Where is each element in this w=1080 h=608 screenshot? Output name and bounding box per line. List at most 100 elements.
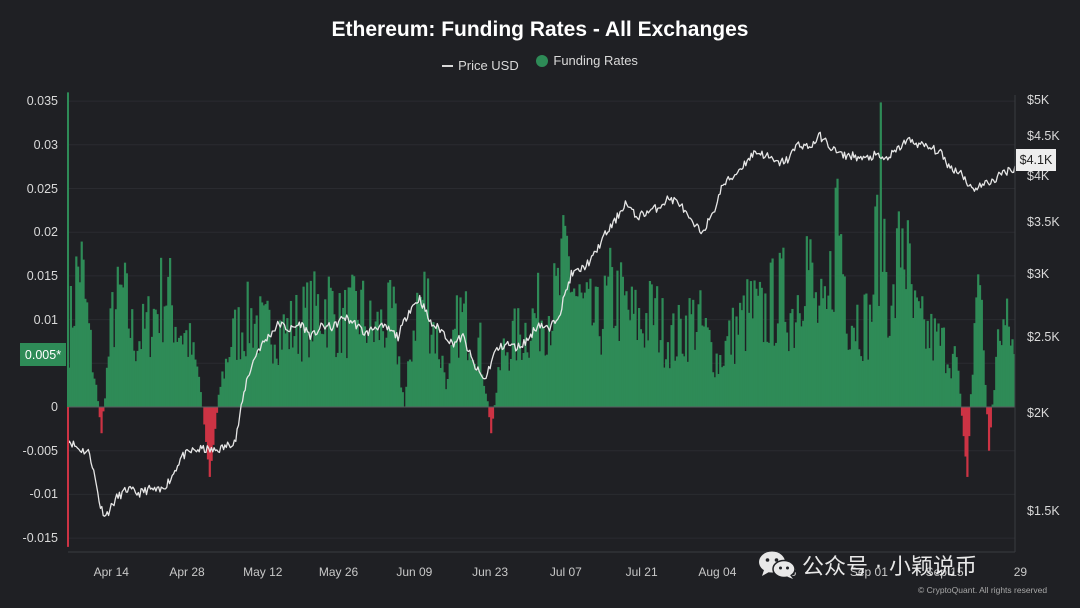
left-axis-tick-label: -0.015: [22, 531, 58, 546]
funding-bar: [825, 309, 828, 407]
funding-bar: [729, 354, 733, 407]
funding-bar: [448, 363, 451, 407]
left-axis-tick-label: 0.015: [26, 268, 58, 283]
funding-bar: [641, 333, 644, 407]
watermark: 公众号 · 小颖说币: [758, 548, 977, 582]
funding-bar: [365, 342, 368, 407]
funding-bar: [387, 282, 390, 407]
funding-bar: [77, 266, 80, 407]
funding-bar: [158, 333, 161, 407]
funding-bar: [342, 307, 345, 407]
funding-bar: [315, 305, 318, 407]
funding-bar: [672, 313, 675, 407]
funding-bar: [787, 351, 790, 407]
funding-bar: [259, 296, 262, 407]
funding-bar: [892, 284, 895, 407]
credit-text: © CryptoQuant. All rights reserved: [918, 585, 1048, 595]
funding-bar: [125, 273, 128, 407]
funding-bar: [863, 294, 866, 407]
funding-bar: [968, 407, 971, 437]
funding-bar: [971, 374, 974, 407]
funding-bar: [284, 333, 287, 407]
funding-bar: [605, 285, 608, 407]
funding-bar: [881, 271, 884, 407]
funding-bar: [513, 308, 516, 407]
funding-bar: [257, 353, 260, 407]
funding-bar: [652, 325, 655, 407]
funding-bar: [226, 362, 229, 407]
funding-bar: [663, 367, 666, 407]
funding-bar: [973, 323, 976, 407]
price-line: [67, 131, 1016, 517]
left-axis-tick-label: 0.035: [26, 94, 58, 109]
funding-bar: [430, 334, 433, 407]
funding-bar: [320, 333, 323, 407]
funding-bar: [957, 370, 960, 407]
funding-bar: [627, 309, 630, 407]
funding-bar: [814, 292, 817, 407]
funding-bar: [253, 323, 256, 407]
funding-bar: [573, 288, 576, 407]
funding-bar: [722, 365, 725, 407]
funding-bar: [98, 407, 101, 418]
funding-bar: [688, 298, 691, 407]
funding-bar: [650, 284, 653, 407]
funding-bar: [472, 360, 475, 407]
legend-item-funding[interactable]: Funding Rates: [536, 53, 638, 68]
funding-bar: [273, 344, 276, 407]
left-axis-tick-label: 0: [51, 400, 58, 414]
funding-bar: [950, 378, 953, 407]
funding-bar: [874, 206, 877, 407]
funding-bar: [567, 256, 570, 407]
left-axis-tick-label: 0.025: [26, 181, 58, 196]
funding-bar: [270, 344, 273, 407]
funding-bar: [648, 280, 652, 407]
funding-bar: [187, 356, 190, 407]
funding-bar: [708, 329, 711, 407]
funding-bar: [527, 357, 531, 407]
funding-bar: [517, 308, 520, 407]
funding-bar: [255, 315, 258, 407]
funding-bar: [455, 295, 459, 407]
funding-bar: [890, 305, 893, 407]
funding-bar: [417, 303, 421, 407]
funding-bar: [461, 312, 464, 407]
funding-bar: [169, 257, 172, 407]
funding-bar: [767, 342, 771, 407]
legend-item-price[interactable]: Price USD: [442, 58, 519, 73]
funding-bar: [208, 407, 211, 477]
funding-bar: [345, 358, 348, 407]
funding-bar: [692, 299, 695, 407]
right-axis-tick-label: $4.5K: [1027, 128, 1060, 143]
funding-bar: [340, 352, 343, 407]
funding-bar: [363, 326, 367, 407]
funding-bar: [711, 372, 715, 407]
funding-bar: [755, 288, 758, 407]
right-axis-tick-label: $4K: [1027, 169, 1050, 184]
funding-bar: [643, 347, 646, 407]
funding-bar: [298, 323, 302, 407]
funding-bar: [638, 308, 641, 407]
funding-bar: [661, 298, 664, 407]
funding-bar: [574, 296, 578, 407]
funding-bar: [623, 295, 626, 407]
funding-bar: [251, 347, 255, 407]
funding-bar: [612, 328, 615, 407]
funding-bar: [670, 325, 673, 407]
funding-bar: [746, 279, 749, 407]
funding-bar: [383, 347, 386, 407]
funding-bar: [845, 333, 848, 407]
funding-bar: [695, 332, 698, 407]
funding-bar: [800, 326, 803, 407]
legend-label-price: Price USD: [458, 58, 519, 73]
funding-bar: [261, 302, 264, 407]
funding-bar: [998, 340, 1001, 407]
line-marker-icon: [442, 64, 454, 67]
funding-bar: [1002, 319, 1005, 407]
funding-bar: [217, 394, 220, 407]
left-axis-tick-label: 0.02: [33, 225, 58, 240]
funding-bar: [565, 235, 569, 407]
funding-bar: [141, 303, 145, 407]
funding-bar: [834, 187, 837, 407]
right-axis-tick-label: $3K: [1027, 267, 1050, 282]
